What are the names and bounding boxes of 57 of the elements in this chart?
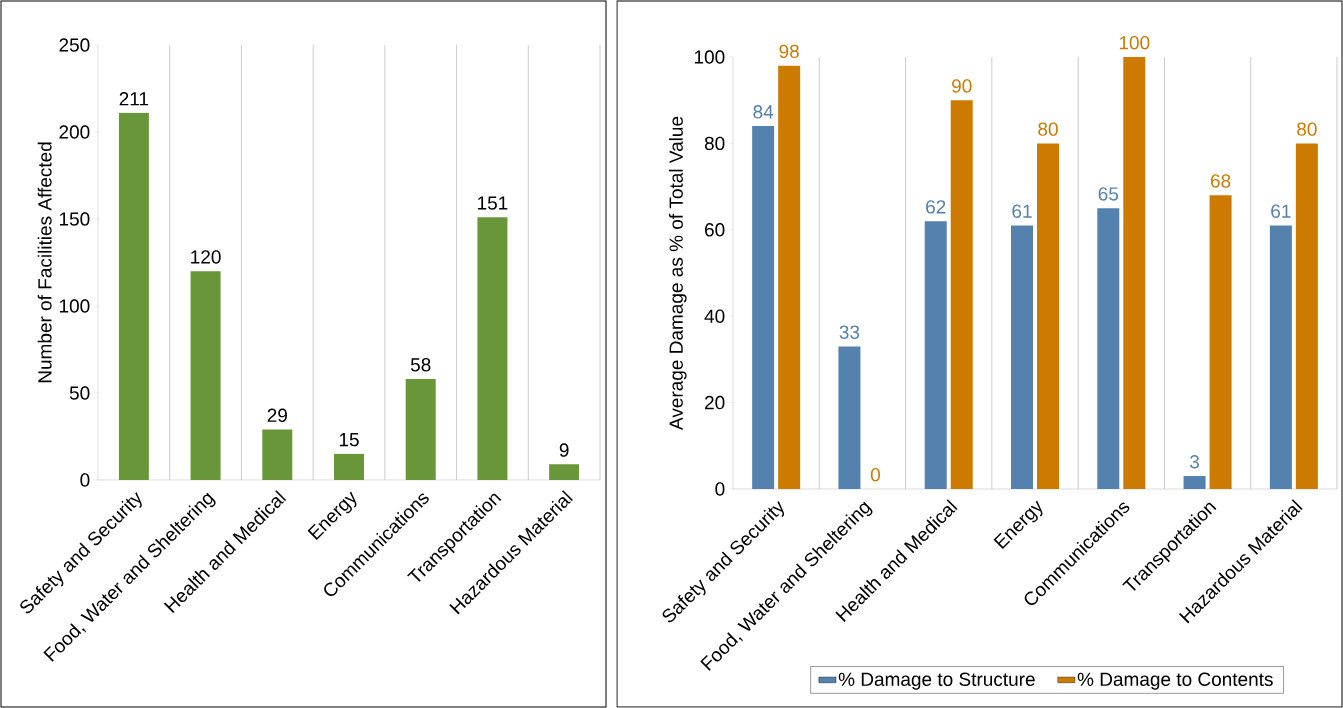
- y-tick-label: 0: [80, 473, 90, 487]
- bar: [1183, 476, 1206, 489]
- data-label: 100: [1119, 36, 1150, 50]
- data-label: 68: [1210, 174, 1231, 188]
- bar: [1037, 143, 1060, 489]
- data-label: 9: [559, 443, 569, 457]
- legend-label: % Damage to Structure: [838, 672, 1035, 690]
- bar: [405, 379, 436, 480]
- y-tick-label: 50: [69, 386, 90, 400]
- bar: [1123, 56, 1146, 489]
- data-label: 58: [410, 358, 431, 372]
- bar: [1097, 208, 1120, 489]
- bar: [190, 271, 221, 480]
- y-axis-title: Average Damage as % of Total Value: [668, 116, 687, 430]
- bar: [118, 112, 149, 480]
- data-label: 33: [839, 325, 860, 339]
- bar: [950, 100, 973, 489]
- bar: [1295, 143, 1318, 489]
- data-label: 90: [952, 79, 972, 93]
- y-tick-label: 80: [704, 136, 725, 151]
- bar: [334, 453, 365, 480]
- bar: [752, 126, 775, 489]
- data-label: 62: [926, 200, 946, 214]
- data-label: 61: [1271, 204, 1291, 218]
- data-label: 15: [339, 433, 359, 447]
- y-tick-label: 60: [705, 223, 725, 237]
- bar: [924, 221, 947, 489]
- bar: [778, 65, 801, 489]
- y-tick-label: 250: [59, 38, 90, 52]
- bar: [1269, 225, 1292, 489]
- data-label: 98: [779, 44, 799, 59]
- bar: [1011, 225, 1034, 489]
- y-tick-label: 100: [694, 50, 725, 64]
- y-tick-label: 150: [59, 212, 90, 226]
- bar: [262, 429, 293, 480]
- data-label: 3: [1190, 455, 1200, 469]
- data-label: 61: [1012, 204, 1032, 218]
- y-tick-label: 0: [715, 482, 725, 496]
- y-tick-label: 20: [705, 395, 725, 410]
- y-axis-title: Number of Facilities Affected: [37, 142, 52, 383]
- data-label: 120: [191, 250, 221, 264]
- bar: [1209, 195, 1232, 489]
- legend-label: % Damage to Contents: [1077, 672, 1273, 690]
- data-label: 80: [1038, 122, 1058, 136]
- data-label: 29: [267, 408, 287, 422]
- bar: [838, 346, 861, 489]
- y-tick-label: 100: [59, 299, 90, 313]
- y-tick-label: 200: [59, 125, 90, 139]
- y-tick-label: 40: [704, 309, 725, 323]
- data-label: 80: [1297, 122, 1317, 136]
- bar: [549, 464, 580, 480]
- data-label: 65: [1098, 187, 1119, 201]
- data-label: 0: [870, 468, 880, 482]
- data-label: 84: [753, 105, 774, 119]
- bar: [477, 217, 508, 480]
- data-label: 211: [119, 92, 149, 106]
- data-label: 151: [478, 196, 508, 210]
